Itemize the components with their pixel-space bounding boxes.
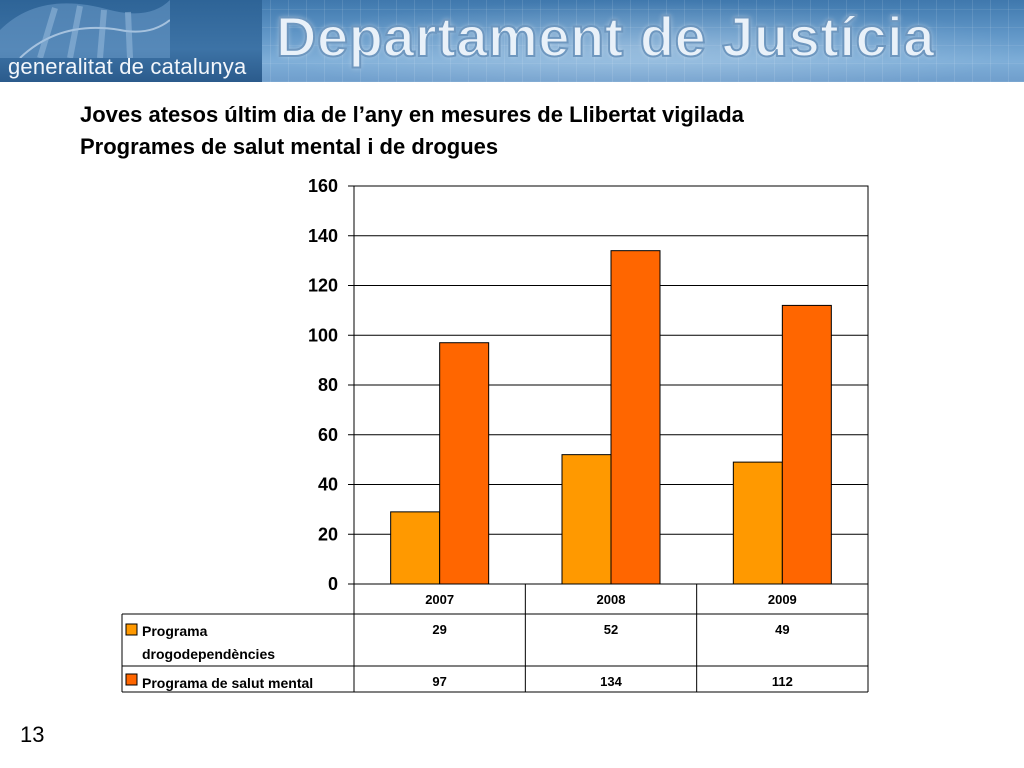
department-name: Departament de Justícia [275,4,935,69]
y-tick-label: 60 [318,425,338,445]
legend-label: Programa de salut mental [142,675,313,691]
y-tick-label: 100 [308,325,338,345]
category-label: 2009 [768,592,797,607]
legend-swatch [125,623,138,636]
bar-drogodependencies-2008 [561,454,612,585]
data-label: 134 [600,674,622,689]
category-label: 2007 [425,592,454,607]
category-label: 2008 [597,592,626,607]
bar-salut-mental-2008 [610,250,661,585]
banner-glow [260,0,1024,82]
bar-drogodependencies-2009 [732,461,783,585]
legend-swatch [125,673,138,686]
bar-salut-mental-2007 [439,342,490,585]
header-banner: generalitat de catalunya Departament de … [0,0,1024,82]
y-tick-label: 40 [318,475,338,495]
data-label: 49 [775,622,789,637]
chart-title-line-1: Joves atesos últim dia de l’any en mesur… [80,102,744,127]
generalitat-logo-icon [0,0,170,58]
y-tick-label: 20 [318,524,338,544]
slide-number: 13 [20,722,45,747]
chart-title-line-2: Programes de salut mental i de drogues [80,134,499,159]
bar-salut-mental-2009 [781,304,832,585]
data-label: 97 [432,674,446,689]
legend-label: Programa [142,623,208,639]
org-name: generalitat de catalunya [8,54,247,79]
data-label: 112 [772,674,793,689]
y-tick-label: 0 [328,574,338,594]
bar-drogodependencies-2007 [390,511,441,585]
data-label: 52 [604,622,618,637]
y-tick-label: 120 [308,276,338,296]
legend-label: drogodependències [142,646,275,662]
logo-area: generalitat de catalunya [0,0,262,82]
data-label: 29 [432,622,446,637]
y-tick-label: 160 [308,176,338,196]
y-tick-label: 140 [308,226,338,246]
y-tick-label: 80 [318,375,338,395]
